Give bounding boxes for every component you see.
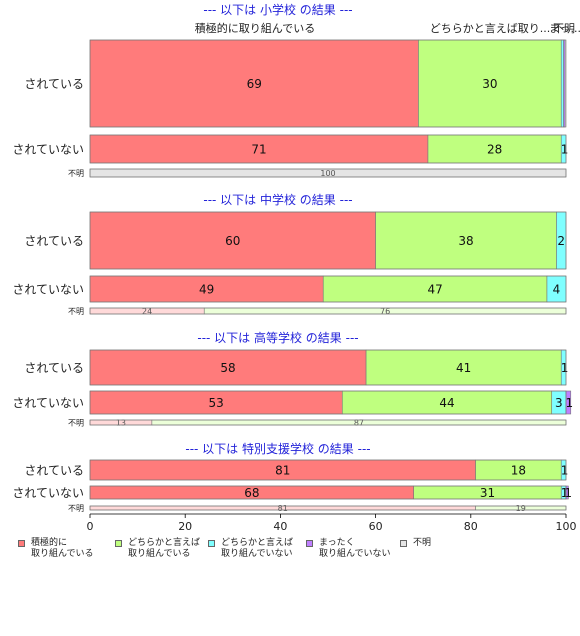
bar-outline-0-1 <box>89 134 567 164</box>
bar-outline-3-2 <box>89 505 567 511</box>
data-label-2-1-2: 3 <box>555 396 563 410</box>
data-label-1-1-1: 47 <box>427 283 442 297</box>
row-label-3-2: 不明 <box>68 504 84 513</box>
row-label-1-2: 不明 <box>68 307 84 316</box>
row-label-3-0: されている <box>24 464 84 478</box>
data-label-3-1-0: 68 <box>244 486 259 500</box>
x-tick-label-2: 40 <box>273 520 287 533</box>
panel-title-3: --- 以下は 特別支援学校 の結果 --- <box>185 441 370 456</box>
bar-outline-1-2 <box>89 307 567 315</box>
x-tick-label-5: 100 <box>556 520 577 533</box>
panel-title-1: --- 以下は 中学校 の結果 --- <box>203 192 352 207</box>
bar-segment-2-0-0 <box>89 349 367 386</box>
data-label-3-1-1: 31 <box>480 486 495 500</box>
data-label-0-2-4: 100 <box>320 169 335 178</box>
top-label-2: まっ... <box>549 22 580 35</box>
legend-label-2: どちらかと言えば 取り組んでいない <box>221 538 294 559</box>
panel-title-2: --- 以下は 高等学校 の結果 --- <box>197 330 358 345</box>
top-label-1: どちらかと言えば取り... <box>430 22 551 35</box>
legend-swatch-4 <box>400 540 407 547</box>
legend-label-1: どちらかと言えば 取り組んでいる <box>128 538 201 559</box>
data-label-3-1-2: 1 <box>561 486 569 500</box>
row-label-2-2: 不明 <box>68 419 84 428</box>
data-label-3-2-1: 19 <box>516 504 526 513</box>
bar-segment-1-1-1 <box>322 275 548 303</box>
bar-outline-1-1 <box>89 275 567 303</box>
data-label-0-1-2: 1 <box>561 143 569 157</box>
legend-swatch-1 <box>115 540 122 547</box>
bar-segment-1-0-0 <box>89 211 376 270</box>
legend-label-4: 不明 <box>413 538 432 548</box>
data-label-1-2-0: 24 <box>142 307 152 316</box>
bar-outline-3-1 <box>89 485 567 500</box>
bar-outline-2-0 <box>89 349 567 386</box>
row-label-2-1: されていない <box>12 396 84 410</box>
legend-swatch-0 <box>18 540 25 547</box>
legend-swatch-2 <box>208 540 215 547</box>
bar-segment-0-0-3 <box>563 39 566 128</box>
row-label-0-1: されていない <box>12 143 84 157</box>
top-label-0: 積極的に取り組んでいる <box>195 21 315 35</box>
x-tick-label-3: 60 <box>369 520 383 533</box>
data-label-1-2-1: 76 <box>380 307 390 316</box>
data-label-1-1-2: 4 <box>553 283 561 297</box>
data-label-2-1-3: 1 <box>566 396 574 410</box>
bar-outline-3-0 <box>89 459 567 481</box>
data-label-0-0-0: 69 <box>247 77 262 91</box>
legend: 積極的に 取り組んでいる どちらかと言えば 取り組んでいる どちらかと言えば 取り組… <box>18 538 578 564</box>
legend-label-0: 積極的に 取り組んでいる <box>31 538 94 559</box>
data-label-3-0-2: 1 <box>561 464 569 478</box>
bar-outline-0-2 <box>89 168 567 178</box>
bar-segment-1-1-0 <box>89 275 324 303</box>
row-label-1-1: されていない <box>12 283 84 297</box>
legend-item-2: どちらかと言えば 取り組んでいない <box>208 538 293 560</box>
row-label-2-0: されている <box>24 361 84 375</box>
bar-segment-0-1-0 <box>89 134 429 164</box>
bar-outline-2-2 <box>89 419 567 426</box>
bar-segment-0-0-2 <box>560 39 564 128</box>
data-label-3-0-0: 81 <box>275 464 290 478</box>
data-label-2-1-1: 44 <box>439 396 454 410</box>
data-label-1-0-2: 2 <box>557 234 565 248</box>
data-label-2-0-1: 41 <box>456 361 471 375</box>
row-label-0-0: されている <box>24 77 84 91</box>
data-label-1-0-0: 60 <box>225 234 240 248</box>
panel-title-0: --- 以下は 小学校 の結果 --- <box>203 2 352 17</box>
data-label-0-0-1: 30 <box>482 77 497 91</box>
bar-outline-1-0 <box>89 211 567 270</box>
legend-item-1: どちらかと言えば 取り組んでいる <box>115 538 200 560</box>
row-label-3-1: されていない <box>12 486 84 500</box>
top-label-3: 不明 <box>553 22 575 35</box>
data-label-2-0-0: 58 <box>220 361 235 375</box>
data-label-2-2-1: 87 <box>354 419 364 428</box>
legend-item-3: まったく 取り組んでいない <box>306 538 391 560</box>
legend-item-4: 不明 <box>400 538 431 549</box>
x-tick-label-1: 20 <box>178 520 192 533</box>
row-label-0-2: 不明 <box>68 169 84 178</box>
bar-segment-0-0-1 <box>418 39 562 128</box>
legend-swatch-3 <box>306 540 313 547</box>
x-tick-label-4: 80 <box>464 520 478 533</box>
data-label-1-1-0: 49 <box>199 283 214 297</box>
row-label-1-0: されている <box>24 234 84 248</box>
bar-outline-0-0 <box>89 39 567 128</box>
data-label-3-0-1: 18 <box>511 464 526 478</box>
legend-item-0: 積極的に 取り組んでいる <box>18 538 94 560</box>
x-tick-label-0: 0 <box>87 520 94 533</box>
data-label-3-2-0: 81 <box>278 504 288 513</box>
data-label-0-1-0: 71 <box>251 143 266 157</box>
data-label-2-0-2: 1 <box>561 361 569 375</box>
legend-label-3: まったく 取り組んでいない <box>319 538 391 559</box>
data-label-0-1-1: 28 <box>487 143 502 157</box>
bar-outline-2-1 <box>89 390 567 415</box>
data-label-1-0-1: 38 <box>458 234 473 248</box>
data-label-2-2-0: 13 <box>116 419 126 428</box>
data-label-2-1-0: 53 <box>208 396 223 410</box>
data-label-3-1-3: 1 <box>564 486 572 500</box>
